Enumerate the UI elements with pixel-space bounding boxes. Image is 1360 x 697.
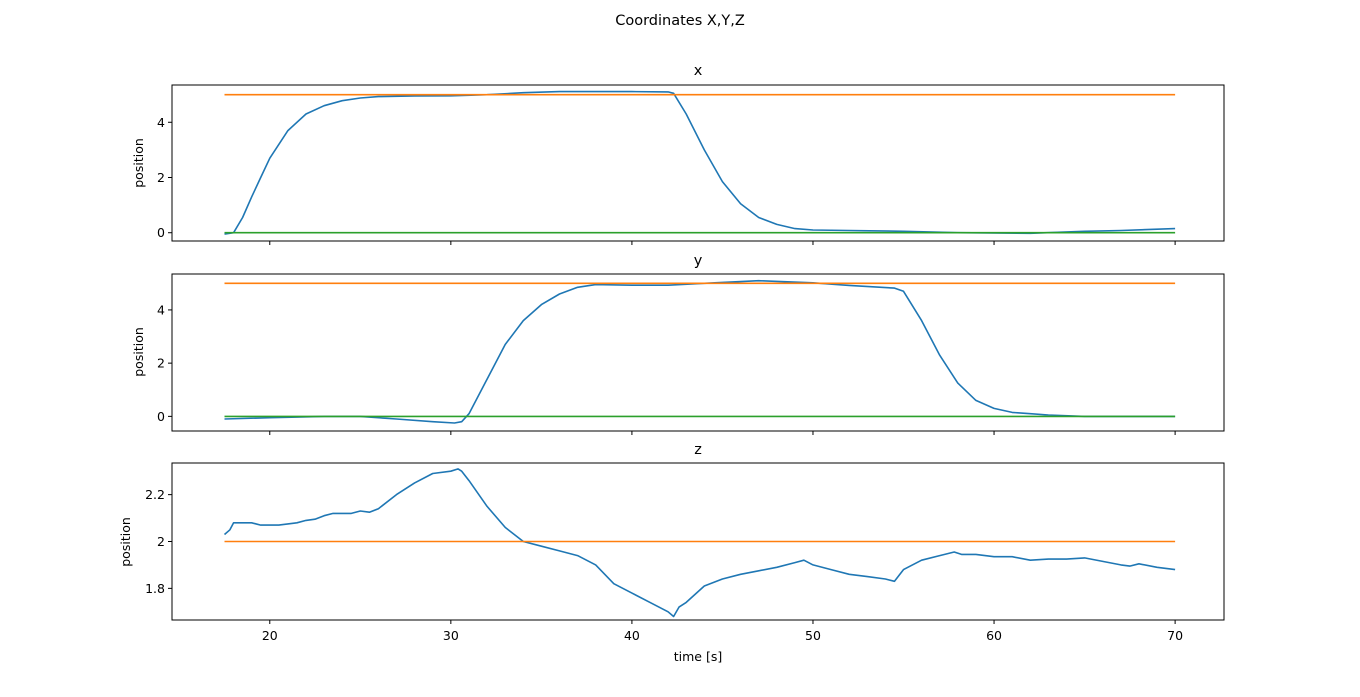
y-tick-label-y: 4 — [157, 302, 165, 317]
y-tick-label-x: 4 — [157, 115, 165, 130]
subplot-x: x position 0 2 4 — [131, 63, 1225, 245]
x-tick-label: 20 — [262, 628, 278, 643]
series-line-y-0 — [224, 279, 1176, 424]
x-tick-label: 30 — [443, 628, 459, 643]
y-tick-label-y: 2 — [157, 356, 165, 371]
x-tick-label: 70 — [1167, 628, 1183, 643]
series-line-x-0 — [224, 90, 1176, 235]
y-axis-label-y: position — [131, 327, 146, 377]
subplot-z: z position 1.8 2 2.2 20 30 40 50 60 70 — [118, 442, 1225, 643]
subplot-y: y position 0 2 4 — [131, 253, 1225, 435]
axes-frame-x — [171, 84, 1225, 242]
y-tick-label-z: 2 — [157, 534, 165, 549]
y-tick-label-x: 0 — [157, 225, 165, 240]
y-tick-label-z: 1.8 — [145, 581, 165, 596]
x-tick-label: 50 — [805, 628, 821, 643]
subplot-title-z: z — [694, 442, 702, 458]
x-axis-label: time [s] — [674, 649, 722, 664]
figure-title: Coordinates X,Y,Z — [615, 13, 745, 29]
y-axis-label-x: position — [131, 138, 146, 188]
y-axis-label-z: position — [118, 517, 133, 567]
y-tick-label-z: 2.2 — [145, 487, 165, 502]
x-tick-label: 40 — [624, 628, 640, 643]
y-tick-label-x: 2 — [157, 170, 165, 185]
y-tick-label-y: 0 — [157, 409, 165, 424]
axes-frame-y — [171, 273, 1225, 432]
series-line-z-0 — [223, 468, 1176, 618]
x-tick-label: 60 — [986, 628, 1002, 643]
subplot-title-y: y — [694, 253, 703, 269]
subplot-title-x: x — [694, 63, 703, 79]
